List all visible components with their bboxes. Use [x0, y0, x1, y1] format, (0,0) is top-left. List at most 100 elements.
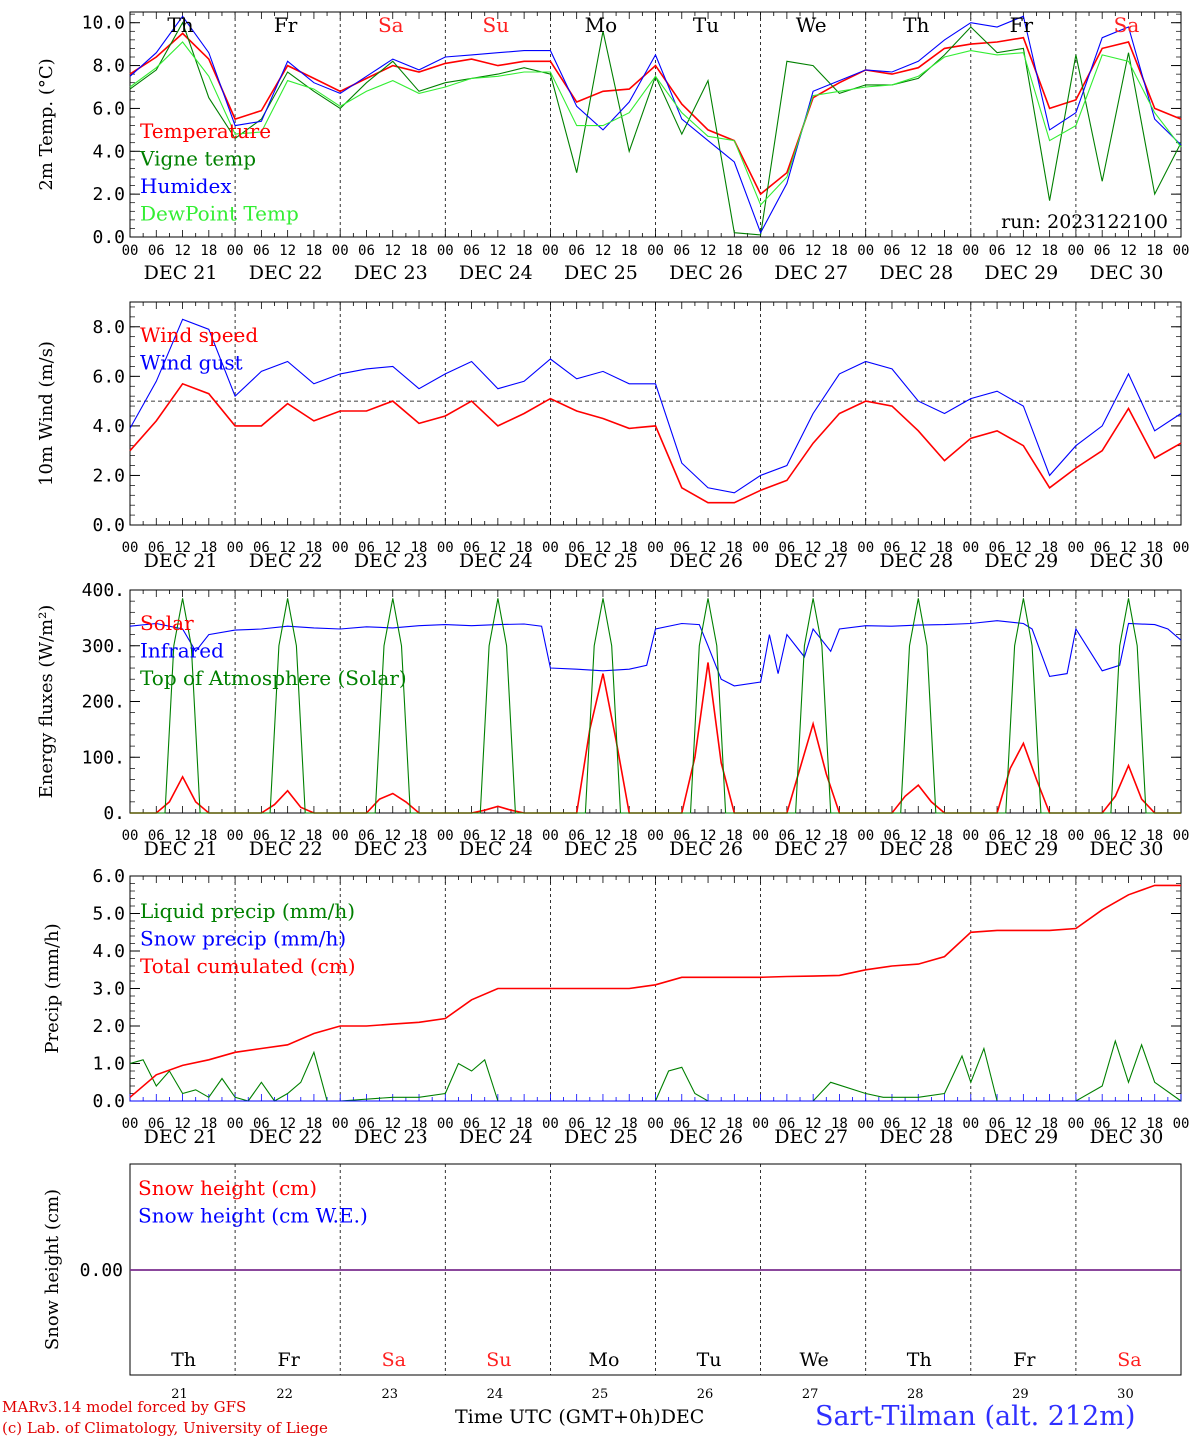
hour-tick-label: 12	[805, 1116, 822, 1132]
date-label: DEC 30	[1090, 1126, 1164, 1148]
hour-tick-label: 06	[463, 828, 480, 844]
hour-tick-label: 00	[647, 1116, 664, 1132]
hour-tick-label: 12	[700, 540, 717, 556]
hour-tick-label: 06	[1094, 1116, 1111, 1132]
hour-tick-label: 00	[752, 828, 769, 844]
date-label: DEC 25	[564, 262, 638, 284]
date-label: DEC 21	[144, 838, 218, 860]
day-number: 23	[381, 1387, 398, 1402]
series-line-total-cumulated-cm-	[129, 884, 1181, 1098]
date-label: DEC 30	[1090, 262, 1164, 284]
hour-tick-label: 12	[1120, 828, 1137, 844]
hour-tick-label: 12	[384, 1116, 401, 1132]
hour-tick-label: 00	[437, 540, 454, 556]
day-name-top: Su	[483, 13, 510, 37]
day-name-bottom: Fr	[278, 1349, 301, 1371]
legend-entry: Temperature	[140, 119, 271, 143]
hour-tick-label: 06	[989, 540, 1006, 556]
day-name-top: Fr	[1010, 13, 1034, 37]
hour-tick-label: 00	[752, 1116, 769, 1132]
y-tick-label: 300.	[82, 636, 125, 657]
hour-tick-label: 06	[253, 1116, 270, 1132]
hour-tick-label: 12	[595, 1116, 612, 1132]
y-tick-label: 5.0	[92, 904, 125, 925]
date-label: DEC 26	[669, 262, 743, 284]
hour-tick-label: 06	[358, 1116, 375, 1132]
hour-tick-label: 00	[1173, 243, 1190, 259]
date-label: DEC 22	[249, 1126, 323, 1148]
hour-tick-label: 12	[1015, 1116, 1032, 1132]
hour-tick-label: 06	[778, 828, 795, 844]
series-line-wind-speed	[129, 382, 1182, 504]
date-label: DEC 30	[1090, 550, 1164, 572]
hour-tick-label: 00	[1067, 1116, 1084, 1132]
hour-tick-label: 06	[1094, 828, 1111, 844]
day-number: 24	[487, 1387, 504, 1402]
hour-tick-label: 18	[411, 243, 428, 259]
hour-tick-label: 18	[411, 540, 428, 556]
legend-entry: Snow height (cm)	[138, 1176, 317, 1200]
day-number: 29	[1012, 1387, 1029, 1402]
date-label: DEC 29	[984, 838, 1058, 860]
date-label: DEC 26	[669, 550, 743, 572]
hour-tick-label: 06	[568, 540, 585, 556]
day-name-top: Th	[903, 13, 929, 37]
y-axis-label: Precip (mm/h)	[42, 923, 63, 1053]
y-tick-label: 100.	[82, 747, 125, 768]
hour-tick-label: 18	[936, 243, 953, 259]
date-label: DEC 29	[984, 550, 1058, 572]
y-axis-label: 2m Temp. (°C)	[36, 58, 57, 190]
hour-tick-label: 12	[174, 540, 191, 556]
hour-tick-label: 12	[384, 828, 401, 844]
day-name-top: Mo	[585, 13, 618, 37]
hour-tick-label: 00	[962, 540, 979, 556]
credit-model: MARv3.14 model forced by GFS	[2, 1398, 247, 1416]
hour-tick-label: 18	[726, 243, 743, 259]
date-label: DEC 25	[564, 1126, 638, 1148]
hour-tick-label: 06	[148, 828, 165, 844]
date-label: DEC 23	[354, 262, 428, 284]
hour-tick-label: 00	[227, 540, 244, 556]
hour-tick-label: 00	[1173, 828, 1190, 844]
hour-tick-label: 06	[778, 1116, 795, 1132]
hour-tick-label: 06	[253, 540, 270, 556]
day-number: 26	[697, 1387, 714, 1402]
legend-entry: Solar	[140, 611, 194, 635]
run-label: run: 2023122100	[1001, 211, 1168, 233]
date-label: DEC 29	[984, 262, 1058, 284]
hour-tick-label: 12	[700, 828, 717, 844]
hour-tick-label: 18	[305, 243, 322, 259]
y-axis-label: 10m Wind (m/s)	[36, 341, 57, 486]
y-tick-label: 0.00	[80, 1260, 123, 1281]
date-label: DEC 28	[879, 262, 953, 284]
hour-tick-label: 00	[647, 540, 664, 556]
legend-entry: Wind gust	[140, 351, 243, 375]
hour-tick-label: 06	[989, 243, 1006, 259]
legend-entry: Wind speed	[140, 323, 258, 347]
legend-entry: Liquid precip (mm/h)	[140, 899, 355, 923]
hour-tick-label: 12	[910, 540, 927, 556]
y-tick-label: 0.0	[92, 227, 125, 248]
series-line-infrared	[129, 620, 1182, 687]
time-axis-text: Time UTC (GMT+0h)	[455, 1406, 661, 1428]
legend-entry: Infrared	[140, 639, 224, 663]
day-name-top: Tu	[693, 13, 719, 37]
hour-tick-label: 18	[831, 243, 848, 259]
station-name: Sart-Tilman (alt. 212m)	[815, 1401, 1136, 1432]
y-tick-label: 4.0	[92, 941, 125, 962]
hour-tick-label: 00	[437, 1116, 454, 1132]
hour-tick-label: 18	[411, 828, 428, 844]
y-axis-label: Energy fluxes (W/m²)	[36, 605, 57, 799]
day-name-bottom: Th	[171, 1349, 196, 1371]
series-line-wind-gust	[129, 318, 1182, 494]
y-tick-label: 3.0	[92, 979, 125, 1000]
date-label: DEC 25	[564, 550, 638, 572]
day-name-bottom: Mo	[588, 1349, 619, 1371]
hour-tick-label: 06	[568, 828, 585, 844]
hour-tick-label: 00	[122, 1116, 139, 1132]
hour-tick-label: 00	[962, 243, 979, 259]
y-tick-label: 400.	[82, 580, 125, 601]
date-label: DEC 22	[249, 838, 323, 860]
hour-tick-label: 00	[857, 828, 874, 844]
series-line-temperature	[129, 32, 1182, 196]
